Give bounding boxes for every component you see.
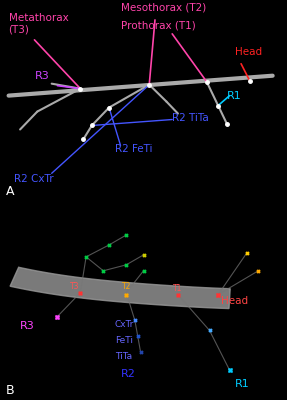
Text: R1: R1 bbox=[227, 91, 241, 101]
Text: CxTr: CxTr bbox=[115, 320, 134, 329]
Polygon shape bbox=[10, 267, 230, 308]
Text: Prothorax (T1): Prothorax (T1) bbox=[121, 21, 195, 31]
Text: R2: R2 bbox=[121, 369, 135, 379]
Text: A: A bbox=[6, 185, 14, 198]
Text: TiTa: TiTa bbox=[115, 352, 132, 361]
Text: R2 TiTa: R2 TiTa bbox=[172, 112, 209, 122]
Text: Metathorax
(T3): Metathorax (T3) bbox=[9, 13, 68, 35]
Text: Head: Head bbox=[235, 47, 263, 57]
Text: B: B bbox=[6, 384, 14, 396]
Text: T3: T3 bbox=[70, 282, 79, 291]
Text: R1: R1 bbox=[235, 379, 250, 389]
Text: T1: T1 bbox=[173, 284, 183, 293]
Text: T2: T2 bbox=[122, 282, 131, 291]
Text: R2 CxTr: R2 CxTr bbox=[14, 174, 54, 184]
Text: FeTi: FeTi bbox=[115, 336, 133, 345]
Text: Mesothorax (T2): Mesothorax (T2) bbox=[121, 3, 206, 13]
Text: R3: R3 bbox=[34, 71, 49, 81]
Text: R3: R3 bbox=[20, 322, 35, 332]
Text: Head: Head bbox=[221, 296, 248, 306]
Text: R2 FeTi: R2 FeTi bbox=[115, 144, 152, 154]
